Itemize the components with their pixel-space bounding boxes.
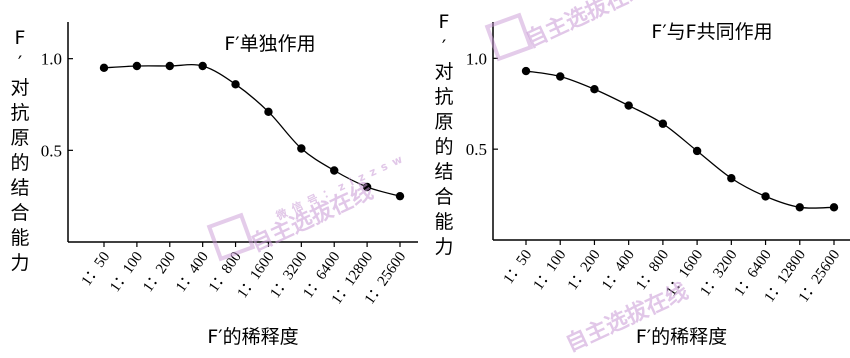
y-axis-label-char-1-8: 合 [10, 202, 29, 224]
x-tick-label-2-2: 1：100 [531, 247, 570, 293]
x-tick-label-1-2: 1：100 [107, 249, 146, 295]
y-axis-label-char-2-3: 对 [434, 61, 453, 83]
y-axis-label-char-1-3: 对 [10, 77, 29, 99]
x-tick-label-2-4: 1：400 [599, 247, 638, 293]
x-tick-label-1-4: 1：400 [173, 249, 212, 295]
chart-title-1: F′单独作用 [224, 33, 315, 55]
data-point-1-10 [395, 191, 405, 201]
data-point-2-2 [556, 72, 565, 81]
y-axis-label-char-2-7: 结 [434, 161, 453, 183]
data-point-1-2 [132, 61, 142, 71]
x-tick-label-2-1: 1：50 [501, 247, 536, 287]
data-point-2-10 [829, 203, 839, 212]
data-point-2-4 [624, 101, 633, 110]
chart-title-2: F′与F共同作用 [651, 21, 772, 43]
data-point-1-1 [99, 63, 109, 73]
series-line-2 [525, 70, 835, 209]
y-tick-label-2-1: 0.5 [466, 140, 487, 159]
data-point-1-9 [362, 182, 372, 192]
y-axis-label-1: F ′ 对抗原的结合能力 [10, 27, 29, 274]
y-axis-label-char-1-10: 力 [10, 252, 29, 274]
x-tick-label-1-3: 1：200 [140, 249, 179, 295]
x-axis-label-1: F′的稀释度 [207, 326, 298, 348]
y-axis-label-char-2-1: F [439, 11, 450, 33]
x-tick-label-1-1: 1：50 [79, 249, 114, 289]
data-point-2-5 [658, 119, 668, 128]
data-point-1-6 [264, 107, 273, 117]
data-point-2-8 [761, 192, 770, 201]
y-axis-label-char-2-9: 能 [434, 211, 453, 233]
y-axis-label-char-1-1: F [15, 27, 26, 49]
data-point-2-9 [795, 203, 804, 212]
x-tick-label-2-3: 1：200 [565, 247, 604, 293]
y-axis-label-char-2-2: ′ [442, 36, 446, 58]
data-point-2-7 [727, 174, 736, 183]
y-axis-label-char-2-4: 抗 [434, 86, 453, 108]
y-axis-label-char-1-4: 抗 [10, 102, 29, 124]
data-point-2-1 [521, 66, 531, 76]
series-line-1 [103, 64, 401, 197]
y-tick-label-1-1: 0.5 [41, 141, 62, 160]
data-point-2-6 [692, 146, 702, 156]
y-axis-label-char-2-6: 的 [434, 136, 453, 158]
data-point-1-4 [198, 61, 207, 71]
y-axis-label-char-1-2: ′ [18, 52, 22, 74]
chart-figure: 0.51.01：501：1001：2001：4001：8001：16001：32… [10, 11, 850, 348]
y-axis-label-char-1-9: 能 [10, 227, 29, 249]
y-axis-label-char-2-8: 合 [434, 186, 453, 208]
y-axis-label-char-2-5: 原 [434, 111, 453, 133]
data-point-1-8 [330, 166, 339, 175]
data-point-1-5 [231, 80, 240, 89]
y-tick-label-1-2: 1.0 [41, 50, 62, 69]
y-axis-label-char-1-5: 原 [10, 127, 29, 149]
y-axis-label-char-1-6: 的 [10, 152, 29, 174]
y-axis-label-2: F ′ 对抗原的结合能力 [434, 11, 453, 258]
x-axis-label-2: F′的稀释度 [636, 326, 727, 348]
data-point-2-3 [590, 85, 599, 94]
data-point-1-3 [165, 61, 174, 71]
data-point-1-7 [297, 144, 306, 153]
y-axis-label-char-1-7: 结 [10, 177, 29, 199]
y-axis-label-char-2-10: 力 [434, 236, 453, 258]
y-tick-label-2-2: 1.0 [466, 49, 487, 68]
